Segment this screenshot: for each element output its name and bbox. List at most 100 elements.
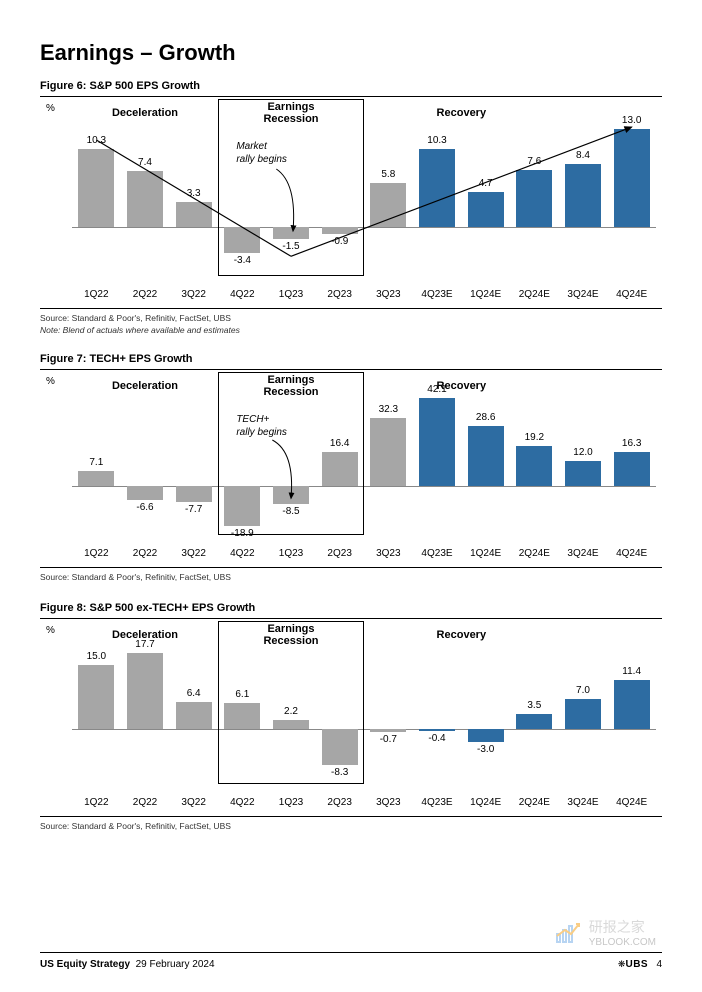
bar-value: 3.3	[176, 188, 212, 199]
divider	[40, 816, 662, 817]
fig7-source: Source: Standard & Poor's, Refinitiv, Fa…	[40, 572, 662, 582]
x-label: 3Q23	[364, 289, 412, 300]
x-label: 2Q22	[121, 289, 169, 300]
fig6-source: Source: Standard & Poor's, Refinitiv, Fa…	[40, 313, 662, 323]
bar-value: 16.3	[614, 438, 650, 449]
bar	[370, 183, 406, 227]
bar-value: 7.0	[565, 685, 601, 696]
bar-value: 3.5	[516, 700, 552, 711]
bar-value: -7.7	[176, 504, 212, 515]
plot-area: 7.1-6.6-7.7-18.9-8.516.432.342.128.619.2…	[72, 394, 656, 531]
phase-label: Deceleration	[95, 629, 195, 641]
x-label: 2Q24E	[510, 289, 558, 300]
x-label: 4Q23E	[413, 548, 461, 559]
bar	[370, 729, 406, 732]
bar	[468, 729, 504, 742]
y-unit: %	[46, 376, 55, 387]
x-label: 4Q23E	[413, 797, 461, 808]
x-label: 4Q24E	[608, 289, 656, 300]
bar	[370, 418, 406, 486]
x-label: 2Q22	[121, 797, 169, 808]
bar-value: 8.4	[565, 150, 601, 161]
x-label: 1Q24E	[462, 289, 510, 300]
plot-area: 15.017.76.46.12.2-8.3-0.7-0.4-3.03.57.01…	[72, 643, 656, 780]
x-label: 4Q22	[218, 289, 266, 300]
x-label: 3Q24E	[559, 548, 607, 559]
phase-box	[218, 99, 364, 276]
phase-box	[218, 621, 364, 784]
bar	[78, 471, 114, 486]
bar-value: 28.6	[468, 412, 504, 423]
bar	[176, 202, 212, 227]
x-label: 1Q22	[72, 289, 120, 300]
bar-value: 10.3	[78, 135, 114, 146]
annotation: Marketrally begins	[236, 141, 287, 166]
plot-area: 10.37.43.3-3.4-1.5-0.95.810.34.77.68.413…	[72, 121, 656, 272]
x-label: 1Q24E	[462, 548, 510, 559]
x-label: 3Q24E	[559, 797, 607, 808]
annotation: TECH+rally begins	[236, 414, 287, 439]
bar	[565, 164, 601, 228]
phase-label: Recovery	[411, 629, 511, 641]
fig7-title: Figure 7: TECH+ EPS Growth	[40, 353, 662, 365]
x-label: 4Q24E	[608, 548, 656, 559]
divider	[40, 308, 662, 309]
x-label: 1Q23	[267, 289, 315, 300]
watermark-en: YBLOOK.COM	[589, 937, 656, 948]
bar	[614, 452, 650, 486]
fig8-title: Figure 8: S&P 500 ex-TECH+ EPS Growth	[40, 602, 662, 614]
bar-value: 7.6	[516, 156, 552, 167]
phase-box	[218, 372, 364, 535]
bar-value: 12.0	[565, 447, 601, 458]
fig6-title: Figure 6: S&P 500 EPS Growth	[40, 80, 662, 92]
x-label: 2Q23	[316, 289, 364, 300]
bar-value: 32.3	[370, 404, 406, 415]
x-label: 2Q24E	[510, 548, 558, 559]
x-label: 3Q22	[170, 289, 218, 300]
bar-value: 19.2	[516, 432, 552, 443]
bar-value: -3.0	[468, 744, 504, 755]
bar-value: 7.4	[127, 157, 163, 168]
bar	[78, 149, 114, 227]
baseline	[72, 227, 656, 228]
bar-value: 4.7	[468, 178, 504, 189]
x-label: 3Q22	[170, 548, 218, 559]
footer-brand: UBS	[625, 959, 648, 970]
footer-series: US Equity Strategy	[40, 959, 130, 970]
x-label: 3Q23	[364, 548, 412, 559]
bar-value: 7.1	[78, 457, 114, 468]
watermark: 研报之家 YBLOOK.COM	[555, 917, 656, 948]
bar-value: 13.0	[614, 115, 650, 126]
x-label: 2Q23	[316, 797, 364, 808]
x-label: 1Q23	[267, 548, 315, 559]
x-label: 2Q23	[316, 548, 364, 559]
bar	[176, 702, 212, 730]
bar	[614, 129, 650, 228]
bar-value: 5.8	[370, 169, 406, 180]
y-unit: %	[46, 103, 55, 114]
x-label: 4Q22	[218, 548, 266, 559]
bar-value: 15.0	[78, 651, 114, 662]
x-label: 3Q23	[364, 797, 412, 808]
bar	[127, 486, 163, 500]
bar	[468, 426, 504, 486]
bar	[468, 192, 504, 228]
bar	[419, 398, 455, 486]
fig6-note: Note: Blend of actuals where available a…	[40, 325, 662, 335]
x-label: 1Q22	[72, 548, 120, 559]
page-footer: US Equity Strategy 29 February 2024 ❋UBS…	[40, 952, 662, 970]
x-label: 2Q22	[121, 548, 169, 559]
bar	[614, 680, 650, 729]
x-label: 4Q24E	[608, 797, 656, 808]
phase-label: Deceleration	[95, 380, 195, 392]
page-title: Earnings – Growth	[40, 40, 662, 66]
phase-label: Recovery	[411, 380, 511, 392]
x-label: 3Q22	[170, 797, 218, 808]
fig8-chart: % 15.017.76.46.12.2-8.3-0.7-0.4-3.03.57.…	[40, 618, 662, 814]
fig6-chart: % 10.37.43.3-3.4-1.5-0.95.810.34.77.68.4…	[40, 96, 662, 306]
divider	[40, 567, 662, 568]
bar	[565, 461, 601, 486]
x-label: 2Q24E	[510, 797, 558, 808]
y-unit: %	[46, 625, 55, 636]
fig7-chart: % 7.1-6.6-7.7-18.9-8.516.432.342.128.619…	[40, 369, 662, 565]
